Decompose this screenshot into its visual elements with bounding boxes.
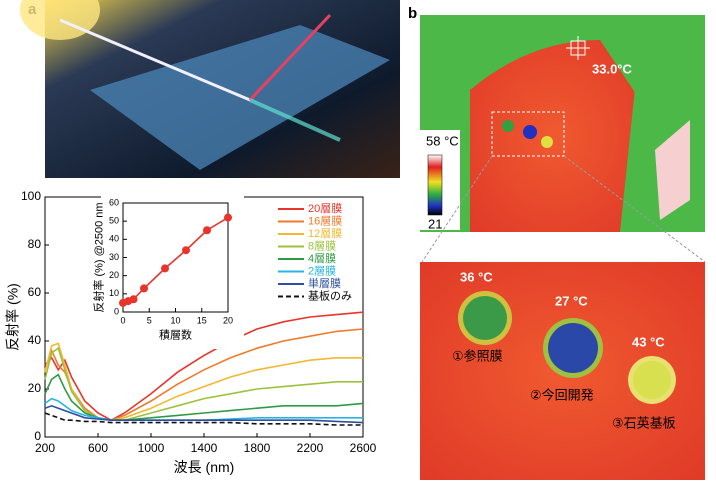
y-tick-label: 40 xyxy=(109,234,119,244)
x-axis-label: 積層数 xyxy=(159,327,192,341)
x-axis-label: 波長 (nm) xyxy=(174,459,235,475)
illustration xyxy=(20,0,400,178)
x-tick-label: 15 xyxy=(197,315,207,325)
thermal-top: 33.0°C 58 °C 21 xyxy=(420,15,705,262)
x-tick-label: 1000 xyxy=(138,441,165,455)
marker xyxy=(224,214,232,222)
y-tick-label: 20 xyxy=(109,270,119,280)
marker xyxy=(140,284,148,292)
figure: a b 33.0°C 58 °C 21 36 °C 27 °C 43 °C ①参… xyxy=(0,0,716,488)
legend-label: 4層膜 xyxy=(308,252,336,265)
spot-temp: 33.0°C xyxy=(592,61,633,76)
y-tick-label: 80 xyxy=(28,237,42,251)
thermal-bottom: 36 °C 27 °C 43 °C ①参照膜 ②今回開発 ③石英基板 xyxy=(420,262,705,480)
page: a b 33.0°C 58 °C 21 36 °C 27 °C 43 °C ①参… xyxy=(0,0,716,493)
legend-label: 2層膜 xyxy=(308,264,336,277)
x-tick-label: 0 xyxy=(120,315,125,325)
y-axis-label: 反射率 (%) @2500 nm xyxy=(92,202,106,312)
legend-label: 12層膜 xyxy=(308,227,342,240)
x-tick-label: 1400 xyxy=(191,441,218,455)
y-tick-label: 30 xyxy=(109,252,119,262)
legend-label: 20層膜 xyxy=(308,202,342,215)
marker xyxy=(130,295,138,303)
y-tick-label: 0 xyxy=(114,306,119,316)
x-tick-label: 10 xyxy=(170,315,180,325)
x-tick-label: 1800 xyxy=(244,441,271,455)
y-tick-label: 20 xyxy=(28,381,42,395)
inset-bg xyxy=(101,195,244,349)
legend-label: 単層膜 xyxy=(308,276,341,290)
sample-label: ①参照膜 xyxy=(452,348,503,363)
sample-temp: 36 °C xyxy=(460,269,493,284)
sample-temp: 27 °C xyxy=(555,293,588,308)
legend-label: 16層膜 xyxy=(308,214,342,227)
legend-label: 8層膜 xyxy=(308,239,336,252)
y-tick-label: 60 xyxy=(109,197,119,207)
sample-temp: 43 °C xyxy=(632,334,665,349)
x-tick-label: 600 xyxy=(88,441,108,455)
sample-label: ②今回開発 xyxy=(530,387,594,402)
marker xyxy=(161,264,169,272)
x-tick-label: 5 xyxy=(147,315,152,325)
marker xyxy=(203,226,211,234)
series-line xyxy=(45,399,363,421)
y-tick-label: 40 xyxy=(28,333,42,347)
y-tick-label: 100 xyxy=(21,189,41,203)
x-tick-label: 20 xyxy=(223,315,233,325)
colorbar-min: 21 xyxy=(428,216,442,231)
x-tick-label: 2600 xyxy=(350,441,377,455)
colorbar-max: 58 °C xyxy=(426,133,459,148)
sample-label: ③石英基板 xyxy=(612,415,676,430)
y-axis-label: 反射率 (%) xyxy=(5,283,21,351)
marker xyxy=(182,246,190,254)
legend-label: 基板のみ xyxy=(308,288,352,302)
y-tick-label: 10 xyxy=(109,288,119,298)
x-tick-label: 200 xyxy=(35,441,55,455)
y-tick-label: 0 xyxy=(34,429,41,443)
x-tick-label: 2200 xyxy=(297,441,324,455)
y-tick-label: 60 xyxy=(28,285,42,299)
y-tick-label: 50 xyxy=(109,216,119,226)
panel-label: b xyxy=(408,5,417,22)
